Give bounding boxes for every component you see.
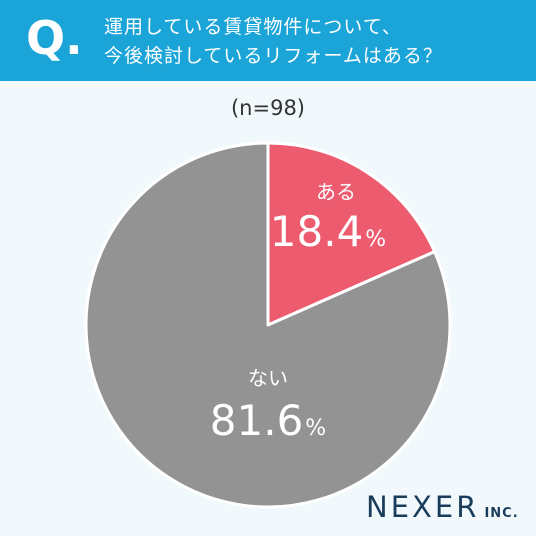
sample-size: (n=98) bbox=[230, 96, 305, 120]
slice-value-yes: 18.4% bbox=[270, 207, 386, 256]
pie-slice-yes bbox=[266, 141, 437, 327]
pie-slices bbox=[84, 141, 452, 509]
question-line-1: 運用している賃貸物件について、 bbox=[104, 16, 402, 38]
logo-suffix: INC. bbox=[484, 506, 519, 521]
question-header: Q. 運用している賃貸物件について、 今後検討しているリフォームはある？ bbox=[0, 0, 536, 81]
slice-value-no-percent: % bbox=[305, 416, 326, 441]
question-line-2: 今後検討しているリフォームはある？ bbox=[104, 45, 443, 67]
slice-value-no: 81.6% bbox=[210, 396, 326, 445]
q-mark: Q. bbox=[26, 11, 83, 65]
slice-value-yes-percent: % bbox=[365, 227, 386, 252]
slice-label-yes: ある bbox=[316, 180, 356, 204]
pie-slice-no bbox=[84, 141, 452, 509]
slice-value-no-number: 81.6 bbox=[210, 396, 304, 445]
slice-value-yes-number: 18.4 bbox=[270, 207, 364, 256]
logo-name: NEXER bbox=[366, 490, 480, 524]
nexer-logo: NEXER INC. bbox=[366, 490, 519, 524]
slice-label-no: ない bbox=[248, 366, 288, 390]
question-text: 運用している賃貸物件について、 今後検討しているリフォームはある？ bbox=[104, 13, 524, 71]
